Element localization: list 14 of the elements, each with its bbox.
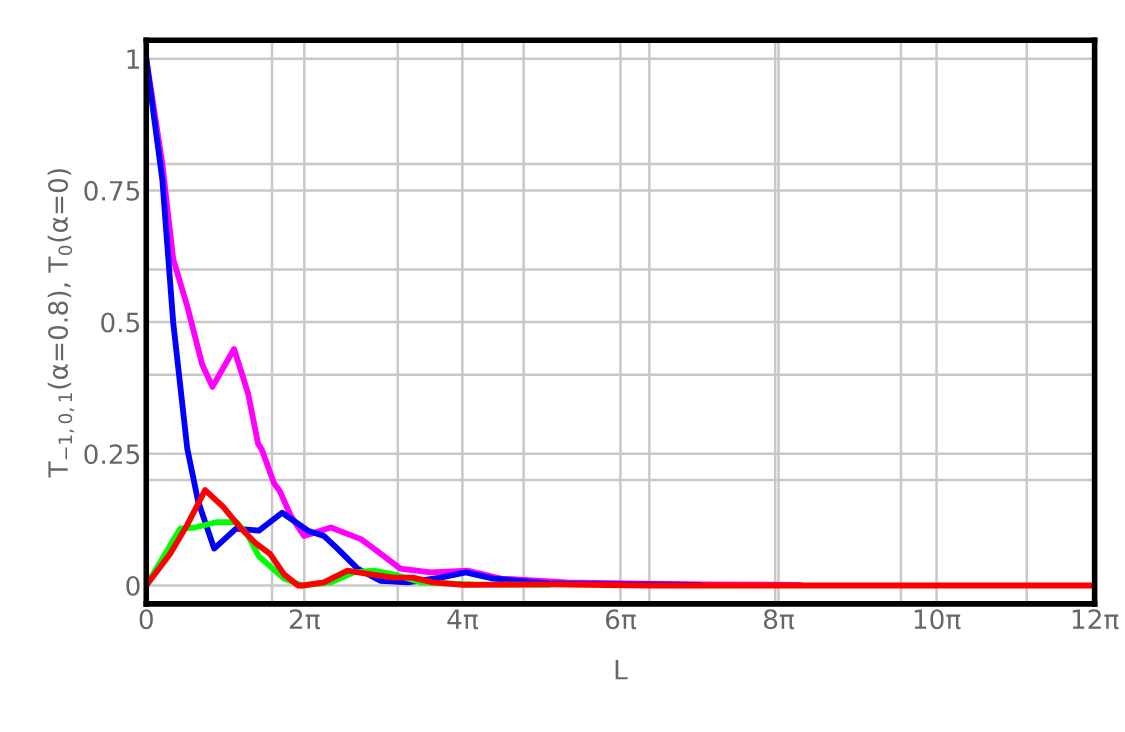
x-tick-label: 0	[139, 609, 153, 630]
x-tick-label: 6π	[605, 609, 637, 630]
x-tick-label: 10π	[914, 609, 961, 630]
y-tick-label: 0.75	[84, 180, 140, 201]
x-tick-label: 4π	[447, 609, 478, 630]
x-tick-label: 12π	[1072, 609, 1119, 630]
x-tick-label: 2π	[289, 609, 320, 630]
y-axis-title: T$_{−1,0,1}$(α=0.8), T$_{0}$(α=0)	[47, 169, 75, 478]
y-tick-label: 0	[126, 575, 140, 596]
y-tick-label: 0.5	[101, 312, 140, 333]
x-tick-label: 8π	[763, 609, 795, 630]
y-tick-label: 0.25	[84, 444, 140, 465]
y-tick-label: 1	[127, 49, 139, 69]
x-axis-title: L	[615, 660, 628, 680]
